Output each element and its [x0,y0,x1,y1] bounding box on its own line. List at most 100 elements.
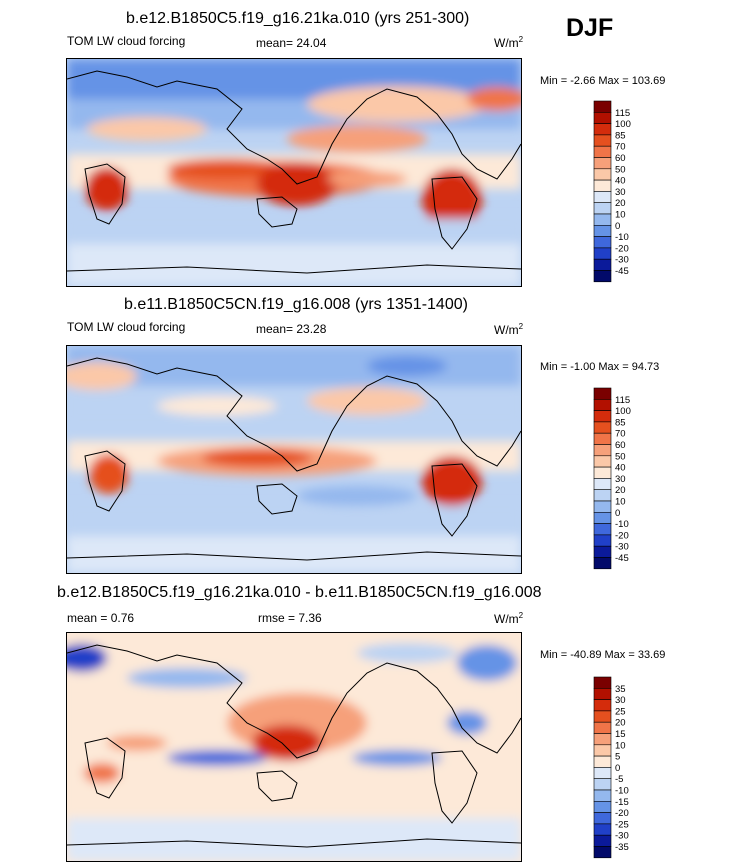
panel1-colorbar-swatch [593,168,612,181]
panel2-colorbar-label: -45 [615,553,629,564]
panel2-colorbar-label: 100 [615,406,631,417]
panel2-colorbar-swatch [593,534,612,547]
panel1-colorbar-label: 10 [615,210,626,221]
panel1-colorbar-swatch [593,100,612,113]
panel1-colorbar-label: 115 [615,108,630,119]
panel1-colorbar-swatch [593,134,612,147]
panel1-variable-label: TOM LW cloud forcing [67,34,186,48]
panel2-colorbar-label: 60 [615,440,626,451]
panel2-title: b.e11.B1850C5CN.f19_g16.008 (yrs 1351-14… [124,296,468,313]
panel1-colorbar-swatch [593,157,612,170]
panel1-colorbar-swatch [593,179,612,192]
panel1-colorbar-label: 0 [615,221,620,232]
panel2-variable-label: TOM LW cloud forcing [67,320,186,334]
panel3-title: b.e12.B1850C5.f19_g16.21ka.010 - b.e11.B… [57,584,542,601]
panel3-mean-label: mean = 0.76 [67,611,135,625]
panel3-colorbar-swatch [593,823,612,836]
panel3-colorbar-swatch [593,721,612,734]
panel2-colorbar: 115 100 85 70 60 50 40 30 20 10 0 -10 -20 -30 -45 [593,387,653,577]
panel3-colorbar-label: 25 [615,706,626,717]
panel2-colorbar-label: 30 [615,474,626,485]
panel1-colorbar-label: -30 [615,255,629,266]
panel2-map [66,345,522,574]
panel1-colorbar-label: -10 [615,232,629,243]
panel1-colorbar-label: 40 [615,176,626,187]
panel1-colorbar-label: 70 [615,142,626,153]
panel2-colorbar-swatch [593,399,612,411]
panel3-colorbar-swatch [593,789,612,802]
panel1-colorbar-label: 50 [615,164,626,175]
panel2-colorbar-label: -10 [615,519,629,530]
panel3-colorbar-swatch [593,801,612,813]
panel2-colorbar-label: 85 [615,417,626,428]
panel2-colorbar-swatch [593,421,612,434]
panel2-colorbar-label: 20 [615,485,626,496]
panel3-colorbar: 35 30 25 20 15 10 5 0 -5 -10 -15 -20 -25 -30 -35 [593,676,653,866]
panel2-colorbar-label: 50 [615,451,626,462]
panel2-mean-label: mean= 23.28 [256,322,327,336]
panel3-colorbar-swatch [593,834,612,847]
panel1-colorbar-swatch [593,236,612,249]
panel2-colorbar-label: 40 [615,463,626,474]
panel2-colorbar-swatch [593,455,612,468]
panel1-colorbar-swatch [593,247,612,260]
panel2-colorbar-swatch [593,387,612,400]
panel3-colorbar-label: 30 [615,695,626,706]
panel2-colorbar-swatch [593,489,612,502]
panel1-colorbar-swatch [593,123,612,136]
panel3-colorbar-label: 0 [615,763,620,774]
panel1-colorbar-label: -45 [615,266,629,277]
panel3-colorbar-label: -25 [615,819,629,830]
panel2-colorbar-swatch [593,557,612,570]
panel3-colorbar-swatch [593,688,612,700]
panel3-minmax: Min = -40.89 Max = 33.69 [540,649,666,661]
panel1-colorbar: 115 100 85 70 60 50 40 30 20 10 0 -10 -20 -30 -45 [593,100,653,290]
panel2-colorbar-label: 115 [615,395,630,406]
panel3-colorbar-swatch [593,812,612,825]
panel1-colorbar-swatch [593,270,612,283]
panel1-mean-label: mean= 24.04 [256,36,327,50]
panel2-colorbar-swatch [593,466,612,479]
panel2-colorbar-swatch [593,432,612,445]
panel1-colorbar-swatch [593,225,612,237]
panel3-colorbar-label: 15 [615,729,626,740]
panel3-coastlines [67,644,521,848]
panel1-colorbar-label: 85 [615,130,626,141]
panel2-colorbar-swatch [593,410,612,423]
panel3-colorbar-label: -20 [615,808,629,819]
panel1-units: W/m2 [494,35,524,50]
panel2-colorbar-swatch [593,478,612,491]
panel2-colorbar-swatch [593,500,612,513]
panel2-colorbar-label: 0 [615,508,620,519]
panel2-units: W/m2 [494,322,524,337]
panel1-minmax: Min = -2.66 Max = 103.69 [540,75,666,87]
panel1-colorbar-label: -20 [615,243,629,254]
panel3-colorbar-swatch [593,699,612,712]
panel3-map [66,632,522,862]
panel1-colorbar-label: 60 [615,153,626,164]
panel1-colorbar-swatch [593,202,612,215]
panel2-minmax: Min = -1.00 Max = 94.73 [540,361,660,373]
panel2-colorbar-swatch [593,444,612,457]
panel3-colorbar-label: -5 [615,774,623,785]
panel1-field [67,59,521,286]
panel1-colorbar-swatch [593,112,612,124]
panel3-colorbar-swatch [593,676,612,689]
season-label: DJF [566,14,614,42]
panel2-field [67,346,521,573]
panel3-colorbar-label: 5 [615,752,620,763]
panel3-colorbar-swatch [593,767,612,780]
panel3-colorbar-label: -35 [615,842,629,853]
panel1-colorbar-swatch [593,258,612,271]
panel1-colorbar-swatch [593,213,612,226]
panel2-colorbar-label: -30 [615,542,629,553]
panel3-colorbar-label: -30 [615,831,629,842]
panel3-colorbar-label: -10 [615,786,629,797]
panel2-colorbar-label: -20 [615,530,629,541]
panel3-colorbar-label: 20 [615,718,626,729]
panel3-colorbar-label: 10 [615,740,626,751]
panel1-colorbar-label: 100 [615,119,631,130]
panel1-colorbar-swatch [593,145,612,158]
panel2-colorbar-swatch [593,512,612,524]
